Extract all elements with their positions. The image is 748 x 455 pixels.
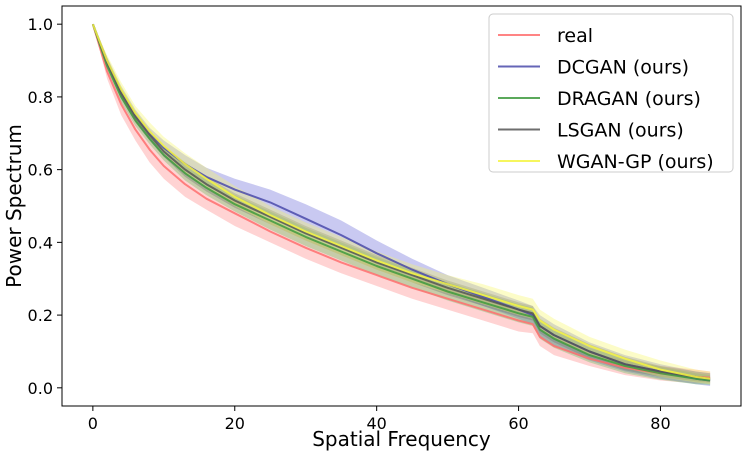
line-real <box>91 23 711 379</box>
y-tick-label: 0.8 <box>28 88 53 107</box>
x-tick-label: 80 <box>650 414 670 433</box>
x-axis-ticks: 0 20 40 60 80 <box>88 406 671 433</box>
y-tick-label: 0.2 <box>28 306 53 325</box>
legend: real DCGAN (ours) DRAGAN (ours) LSGAN (ours… <box>488 13 734 173</box>
y-axis-label: Power Spectrum <box>2 124 26 288</box>
x-tick-label: 60 <box>508 414 528 433</box>
x-tick-label: 0 <box>88 414 98 433</box>
y-tick-label: 0.4 <box>28 233 53 252</box>
legend-label-dcgan-ours: DCGAN (ours) <box>557 57 689 79</box>
y-tick-label: 0.6 <box>28 161 53 180</box>
plot-frame <box>61 5 742 407</box>
y-axis-ticks: 0.0 0.2 0.4 0.6 0.8 1.0 <box>28 15 62 398</box>
y-tick-label: 1.0 <box>28 15 53 34</box>
x-tick-label: 20 <box>225 414 245 433</box>
x-axis-label: Spatial Frequency <box>312 427 491 451</box>
legend-box <box>488 13 734 173</box>
series-lines <box>91 23 711 382</box>
line-lsgan-ours <box>91 23 711 380</box>
legend-label-real: real <box>557 25 593 47</box>
y-tick-label: 0.0 <box>28 379 53 398</box>
line-dragan-ours <box>91 23 711 382</box>
legend-label-lsgan-ours: LSGAN (ours) <box>557 120 684 142</box>
x-tick-label: 40 <box>366 414 386 433</box>
legend-label-dragan-ours: DRAGAN (ours) <box>557 88 701 110</box>
legend-label-wgan-gp-ours: WGAN-GP (ours) <box>557 151 714 173</box>
line-wgan-gp-ours <box>91 23 711 380</box>
